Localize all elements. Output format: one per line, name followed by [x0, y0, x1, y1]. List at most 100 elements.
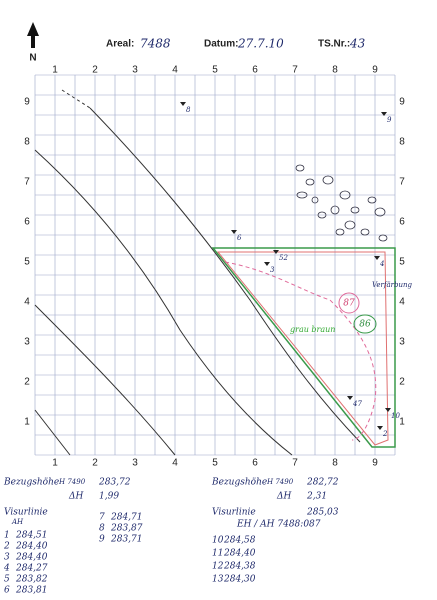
- point-label: 3: [270, 266, 275, 274]
- trench-outline: [211, 247, 396, 448]
- features: [34, 89, 396, 456]
- y-label: 9: [399, 97, 405, 108]
- point-label: 9: [387, 116, 392, 124]
- point-marker: [180, 102, 186, 106]
- areal-label: Areal:: [106, 39, 134, 50]
- point-marker: [381, 112, 387, 116]
- point-marker: [231, 230, 237, 234]
- y-label: 6: [399, 217, 405, 228]
- point-marker: [264, 262, 270, 266]
- y-label: 8: [24, 137, 30, 148]
- y-label: 4: [399, 297, 405, 308]
- note: EH / AH 7488:087: [236, 520, 321, 530]
- note: 11: [212, 549, 223, 559]
- x-label: 1: [52, 458, 58, 469]
- note: Visurlinie: [212, 508, 256, 518]
- note: H 7490: [266, 478, 294, 486]
- y-label: 2: [399, 377, 405, 388]
- note: 1: [4, 531, 10, 541]
- y-label: 2: [24, 377, 30, 388]
- note: 284,40: [223, 549, 256, 559]
- note: 9: [99, 535, 105, 545]
- note: 2,31: [306, 492, 327, 502]
- note: 4: [3, 564, 10, 574]
- north-label: N: [29, 53, 36, 64]
- feature-outline: [216, 251, 389, 446]
- datum-value: 27.7.10: [237, 37, 284, 51]
- note: 10: [212, 536, 224, 546]
- point-marker: [347, 396, 353, 400]
- note: 2: [3, 542, 10, 552]
- x-label: 2: [92, 65, 98, 76]
- note: Bezugshöhe: [211, 478, 267, 488]
- note: 283,71: [110, 535, 143, 545]
- y-label: 1: [24, 417, 30, 428]
- note: 284,71: [110, 513, 143, 523]
- point-label: 47: [352, 400, 362, 408]
- point-label: 8: [186, 106, 191, 114]
- line: [34, 304, 176, 456]
- y-label: 7: [399, 177, 405, 188]
- note: 3: [4, 553, 10, 563]
- note: 285,03: [306, 508, 339, 518]
- x-label: 7: [292, 458, 298, 469]
- note: ΔH: [68, 492, 83, 502]
- line: [89, 107, 361, 443]
- note: 284,30: [223, 575, 256, 585]
- note: 284,40: [15, 553, 48, 563]
- line: [34, 149, 293, 456]
- point-label: 10: [391, 412, 400, 420]
- stones: [295, 164, 388, 242]
- feature-label: Verfärbung: [372, 281, 413, 289]
- y-label: 3: [24, 337, 30, 348]
- point-labels: 8 9 6 3 52 4 47 10 2: [180, 102, 400, 438]
- y-label: 6: [24, 217, 30, 228]
- find-circle: [353, 314, 377, 334]
- y-label: 8: [399, 137, 405, 148]
- point-marker: [377, 426, 383, 430]
- note: Visurlinie: [4, 508, 48, 518]
- y-label: 1: [399, 417, 405, 428]
- point-marker: [273, 250, 279, 254]
- ts-label: TS.Nr.:: [318, 39, 350, 50]
- y-label: 9: [24, 97, 30, 108]
- x-label: 1: [52, 65, 58, 76]
- find-circle: [338, 292, 360, 314]
- x-label: 5: [212, 458, 218, 469]
- y-label: 5: [399, 257, 405, 268]
- x-label: 8: [332, 65, 338, 76]
- point-label: 4: [379, 260, 384, 268]
- note: 284,58: [223, 536, 256, 546]
- note: 283,72: [98, 478, 131, 488]
- note: 284,27: [15, 564, 48, 574]
- point-label: 6: [237, 234, 242, 242]
- point-marker: [374, 256, 380, 260]
- note: 13: [212, 575, 224, 585]
- y-label: 3: [399, 337, 405, 348]
- y-label: 7: [24, 177, 30, 188]
- x-label: 4: [172, 458, 178, 469]
- y-label: 4: [24, 297, 30, 308]
- find-label: 86: [359, 320, 371, 330]
- x-label: 7: [292, 65, 298, 76]
- north-arrow: [27, 22, 39, 48]
- datum-label: Datum:: [204, 39, 238, 50]
- line: [34, 409, 71, 456]
- ts-value: 43: [349, 37, 366, 51]
- note: ΔH: [276, 492, 291, 502]
- note: Bezugshöhe: [3, 478, 59, 488]
- note: 7: [99, 513, 105, 523]
- note: H 7490: [58, 478, 86, 486]
- note: 283,82: [15, 575, 48, 585]
- note: 6: [4, 586, 10, 596]
- note: 284,38: [223, 562, 256, 572]
- note: 284,51: [15, 531, 48, 541]
- x-label: 6: [252, 458, 258, 469]
- x-label: 9: [372, 65, 378, 76]
- y-label: 5: [24, 257, 30, 268]
- x-label: 4: [172, 65, 178, 76]
- x-label: 8: [332, 458, 338, 469]
